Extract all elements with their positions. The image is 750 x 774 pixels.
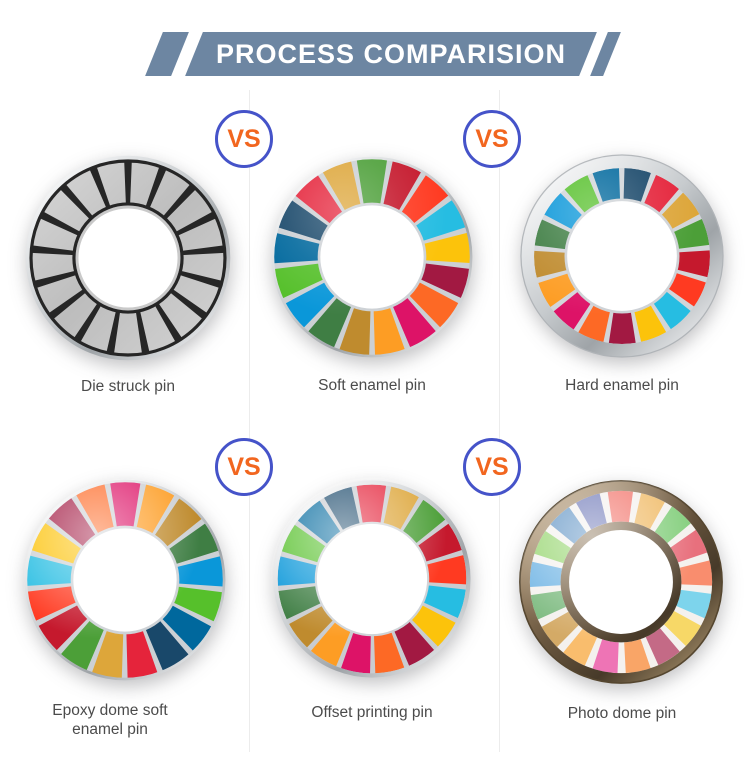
header-banner: PROCESS COMPARISION [145,32,621,76]
soft-enamel-pin-image [270,155,474,359]
vs-text: VS [475,452,509,481]
pin-caption-hard-enamel: Hard enamel pin [565,377,679,394]
vs-badge: VS [463,110,521,168]
pin-caption-die-struck: Die struck pin [81,378,175,395]
column-divider [499,90,500,752]
pin-caption-epoxy-dome: Epoxy dome soft enamel pin [52,702,168,738]
hard-enamel-pin-image [520,154,724,358]
photo-dome-pin-image [519,480,723,684]
vs-badge: VS [215,438,273,496]
die-struck-pin-image [25,155,231,361]
vs-badge: VS [463,438,521,496]
hard-enamel-pin-photo [516,150,728,362]
vs-text: VS [227,452,261,481]
vs-badge: VS [215,110,273,168]
offset-printing-pin-image [270,477,474,681]
pin-caption-offset-printing: Offset printing pin [311,704,433,721]
soft-enamel-pin-photo [266,151,478,363]
epoxy-dome-pin-photo [19,474,231,686]
banner-accent-left [145,32,189,76]
epoxy-dome-pin-image [23,478,227,682]
pin-caption-photo-dome: Photo dome pin [567,705,677,722]
die-struck-pin-photo [22,152,234,364]
pin-caption-soft-enamel: Soft enamel pin [318,377,426,394]
vs-text: VS [475,124,509,153]
banner-accent-right [590,32,621,76]
column-divider [249,90,250,752]
page-title: PROCESS COMPARISION [215,38,567,69]
vs-text: VS [227,124,261,153]
photo-dome-pin-photo [515,476,727,688]
offset-printing-pin-photo [266,473,478,685]
